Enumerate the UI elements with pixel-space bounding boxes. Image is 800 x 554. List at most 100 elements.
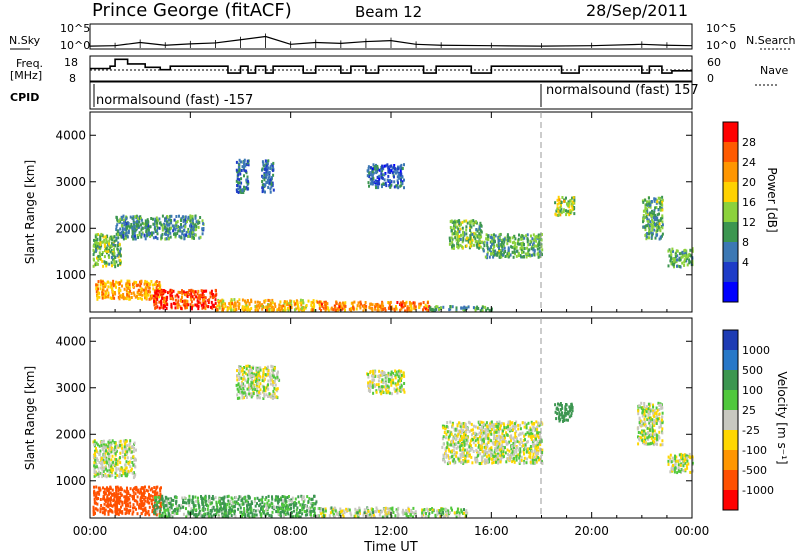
heatmap-cell (167, 291, 169, 295)
heatmap-cell (250, 383, 253, 387)
heatmap-cell (653, 224, 656, 228)
heatmap-cell (261, 495, 264, 499)
velocity-heatmap (92, 364, 694, 519)
heatmap-cell (133, 506, 136, 510)
heatmap-cell (129, 441, 132, 445)
heatmap-cell (390, 305, 393, 309)
heatmap-cell (376, 166, 379, 170)
heatmap-cell (261, 303, 264, 307)
heatmap-cell (688, 258, 691, 262)
heatmap-cell (184, 221, 187, 224)
heatmap-cell (242, 382, 245, 386)
heatmap-cell (140, 232, 143, 236)
heatmap-cell (144, 496, 147, 499)
heatmap-cell (365, 513, 368, 517)
heatmap-cell (269, 378, 272, 382)
heatmap-cell (653, 210, 656, 214)
heatmap-cell (138, 502, 141, 506)
heatmap-cell (397, 172, 400, 176)
heatmap-cell (367, 165, 370, 169)
heatmap-cell (97, 291, 100, 295)
heatmap-cell (126, 281, 129, 285)
heatmap-cell (667, 249, 670, 253)
power-heatmap (92, 158, 694, 313)
heatmap-cell (298, 515, 300, 519)
heatmap-cell (153, 504, 156, 508)
heatmap-cell (193, 293, 196, 297)
heatmap-cell (261, 167, 264, 171)
heatmap-cell (288, 301, 291, 305)
heatmap-cell (242, 189, 245, 192)
heatmap-cell (277, 501, 280, 505)
heatmap-cell (229, 507, 232, 511)
heatmap-cell (492, 251, 494, 255)
heatmap-cell (125, 452, 128, 455)
heatmap-cell (556, 198, 559, 202)
heatmap-cell (335, 308, 337, 312)
heatmap-cell (283, 301, 286, 305)
heatmap-cell (518, 233, 520, 237)
heatmap-cell (170, 305, 173, 308)
heatmap-cell (126, 292, 129, 296)
heatmap-cell (670, 257, 672, 261)
heatmap-cell (132, 215, 135, 219)
heatmap-cell (683, 260, 686, 264)
heatmap-cell (201, 497, 203, 501)
heatmap-cell (534, 235, 537, 239)
heatmap-cell (159, 510, 162, 514)
heatmap-cell (558, 213, 561, 217)
heatmap-cell (460, 245, 463, 249)
heatmap-cell (213, 295, 216, 299)
heatmap-cell (160, 505, 163, 509)
heatmap-cell (201, 306, 204, 310)
heatmap-cell (555, 213, 558, 217)
heatmap-cell (209, 509, 212, 512)
heatmap-cell (101, 511, 104, 515)
heatmap-cell (143, 497, 146, 501)
heatmap-cell (201, 502, 204, 506)
heatmap-cell (498, 239, 501, 242)
heatmap-cell (556, 207, 559, 211)
heatmap-cell (137, 283, 140, 287)
heatmap-cell (174, 294, 177, 298)
heatmap-cell (223, 503, 226, 507)
heatmap-cell (474, 309, 477, 313)
heatmap-cell (185, 507, 187, 511)
heatmap-cell (290, 306, 293, 310)
heatmap-cell (263, 377, 266, 381)
heatmap-cell (129, 465, 132, 469)
heatmap-cell (238, 370, 241, 374)
heatmap-cell (155, 513, 158, 517)
heatmap-cell (106, 469, 109, 473)
heatmap-cell (388, 391, 391, 395)
heatmap-cell (338, 303, 341, 307)
heatmap-cell (436, 305, 439, 309)
heatmap-cell (267, 176, 270, 180)
heatmap-cell (243, 305, 246, 309)
heatmap-cell (115, 462, 118, 466)
heatmap-cell (281, 307, 283, 311)
heatmap-cell (251, 502, 254, 505)
heatmap-cell (349, 511, 352, 515)
heatmap-cell (296, 506, 299, 510)
heatmap-cell (156, 509, 159, 513)
heatmap-cell (119, 492, 122, 495)
heatmap-cell (263, 164, 266, 168)
heatmap-cell (288, 499, 291, 503)
heatmap-cell (512, 255, 515, 259)
heatmap-cell (237, 306, 240, 310)
heatmap-cell (256, 368, 259, 372)
heatmap-cell (145, 488, 148, 492)
heatmap-cell (106, 235, 108, 238)
heatmap-cell (400, 183, 403, 187)
heatmap-cell (520, 237, 523, 241)
heatmap-cell (105, 504, 108, 508)
heatmap-cell (249, 374, 252, 378)
heatmap-cell (537, 255, 540, 259)
heatmap-cell (235, 168, 238, 172)
heatmap-cell (97, 497, 100, 500)
heatmap-cell (108, 460, 111, 464)
heatmap-cell (196, 304, 199, 308)
heatmap-cell (285, 507, 288, 511)
heatmap-cell (358, 507, 361, 511)
